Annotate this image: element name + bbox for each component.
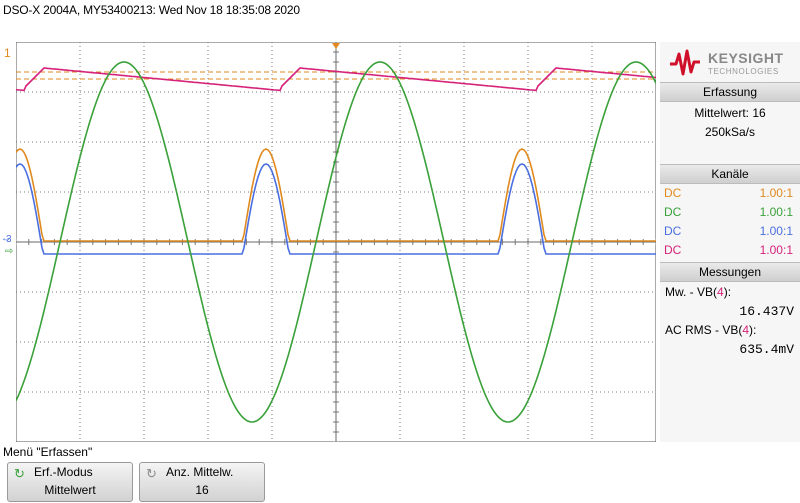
- measurement-1-label[interactable]: Mw. - VB(4):: [665, 285, 731, 299]
- softkey-menu: [0, 442, 800, 503]
- ch2-ground-marker-icon[interactable]: ⇨: [5, 246, 14, 257]
- ch1-waveform: [15, 148, 656, 242]
- brand-area: KEYSIGHT TECHNOLOGIES: [660, 42, 800, 86]
- ch2-waveform: [15, 61, 657, 423]
- keysight-logo-icon: [670, 49, 700, 76]
- ch3-ground-marker-icon[interactable]: ↔: [1, 233, 11, 244]
- ch1-coupling: DC: [664, 186, 682, 200]
- instrument-title: DSO-X 2004A, MY53400213: Wed Nov 18 18:3…: [3, 3, 300, 17]
- ch1-probe: 1.00:1: [759, 186, 793, 200]
- acquisition-rate: 250kSa/s: [704, 125, 756, 139]
- measurement-2-channel: 4: [742, 323, 750, 337]
- softkey-averages-value: 16: [195, 483, 209, 497]
- measurement-2-label-pre: AC RMS - VB(: [665, 323, 743, 337]
- acquisition-body: Mittelwert: 16 250kSa/s: [660, 102, 800, 164]
- measurement-1-value: 16.437V: [739, 304, 794, 319]
- softkey-acquire-mode-label: Erf.-Modus: [34, 465, 93, 479]
- ground-markers: ↔ 3 ⇨: [0, 233, 16, 264]
- measurement-2-label[interactable]: AC RMS - VB(4):: [665, 323, 756, 337]
- ch4-probe: 1.00:1: [759, 243, 793, 257]
- ch4-waveform: [15, 67, 657, 92]
- measurement-2-value: 635.4mV: [739, 342, 794, 357]
- channels-body: DC 1.00:1 DC 1.00:1 DC 1.00:1 DC 1.00:1: [660, 184, 800, 262]
- measurement-2-label-post: ):: [749, 323, 757, 337]
- ch3-probe: 1.00:1: [759, 224, 793, 238]
- ch3-ground-label: 3: [6, 234, 12, 245]
- channel-row-2[interactable]: DC 1.00:1: [663, 203, 797, 222]
- trigger-position-marker: [332, 43, 340, 49]
- ch1-number[interactable]: 1: [4, 46, 11, 60]
- measurement-1-label-pre: Mw. - VB(: [665, 285, 718, 299]
- rotate-knob-icon: ↻: [14, 466, 25, 481]
- ch2-coupling: DC: [664, 205, 682, 219]
- menu-title: Menü "Erfassen": [3, 445, 93, 459]
- measurements-header: Messungen: [660, 262, 800, 282]
- softkey-acquire-mode-value: Mittelwert: [44, 483, 96, 497]
- ch3-waveform: [15, 163, 656, 255]
- softkey-averages[interactable]: ↻ Anz. Mittelw. 16: [139, 462, 265, 502]
- title-bar: DSO-X 2004A, MY53400213: Wed Nov 18 18:3…: [0, 0, 800, 22]
- softkey-averages-label: Anz. Mittelw.: [166, 465, 234, 479]
- softkey-acquire-mode[interactable]: ↻ Erf.-Modus Mittelwert: [7, 462, 133, 502]
- measurement-1-channel: 4: [717, 285, 724, 299]
- waveform-display[interactable]: [15, 41, 657, 443]
- measurement-1-label-post: ):: [723, 285, 732, 299]
- ch3-coupling: DC: [664, 224, 682, 238]
- brand-sub: TECHNOLOGIES: [708, 67, 779, 76]
- channel-row-3[interactable]: DC 1.00:1: [663, 222, 797, 241]
- channels-header: Kanäle: [660, 164, 800, 184]
- channel-row-4[interactable]: DC 1.00:1: [663, 241, 797, 260]
- acquisition-header: Erfassung: [660, 82, 800, 102]
- ch4-coupling: DC: [664, 243, 682, 257]
- waveform-svg: [15, 41, 657, 443]
- rotate-knob-icon: ↻: [146, 466, 157, 481]
- side-panel: KEYSIGHT TECHNOLOGIES Erfassung Mittelwe…: [660, 42, 800, 442]
- ch2-probe: 1.00:1: [759, 205, 793, 219]
- settings-row: 1 500ₘ/ 2 5.00V/ 3 500ₘ/ 4 5.00V/ 0.0s 5…: [0, 22, 800, 61]
- acquisition-mode: Mittelwert: 16: [694, 106, 766, 120]
- measurements-body: Mw. - VB(4): 16.437V AC RMS - VB(4): 635…: [660, 282, 800, 442]
- brand-name: KEYSIGHT: [708, 50, 784, 66]
- channel-row-1[interactable]: DC 1.00:1: [663, 184, 797, 203]
